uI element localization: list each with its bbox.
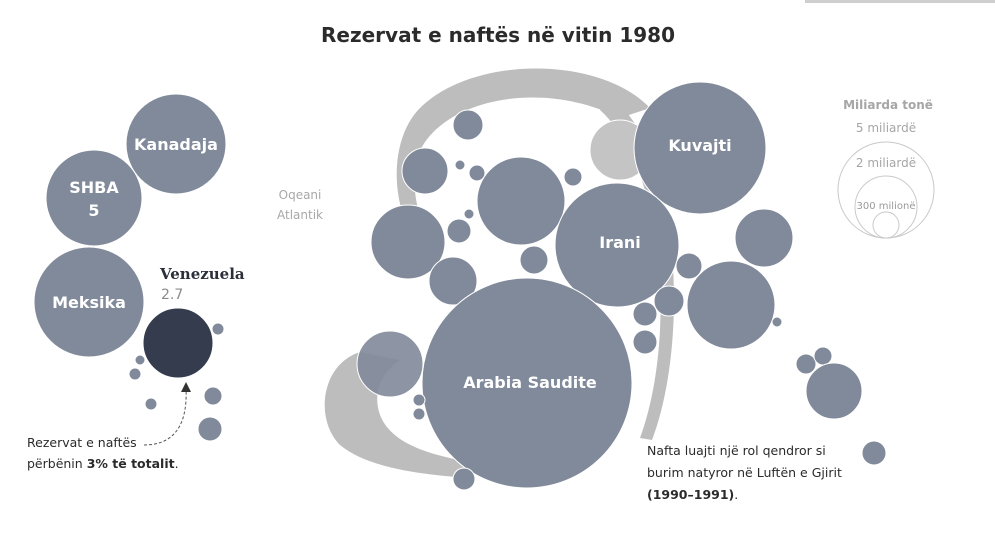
bubble-medium [476,156,566,246]
label-venezuela-value: 2.7 [161,287,183,303]
bubble-medium [370,204,446,280]
chart-title: Rezervat e naftës në vitin 1980 [321,23,675,47]
bubble-shba [45,149,143,247]
legend-label-300: 300 milionë [857,201,916,212]
bubble-small [401,147,449,195]
bubble-meksika [33,246,145,358]
label-shba: SHBA [69,178,119,197]
bubble-small [203,386,223,406]
bubble-medium [356,330,424,398]
top-bar [805,0,995,3]
bubble-kuvajti [633,81,767,215]
venezuela-note-post: . [175,456,179,471]
bubble-small [134,354,146,366]
bubbles [33,81,887,491]
bubble-small [675,252,703,280]
gulf-note-line2: burim natyror në Luftën e Gjirit [647,465,842,480]
bubble-small [454,159,466,171]
bubble-medium [805,362,863,420]
bubble-small [446,218,472,244]
map-loop [396,68,650,283]
bubble-small [452,109,484,141]
legend-label-2: 2 miliardë [856,156,916,170]
legend-circle-300 [872,211,900,239]
bubble-small [734,208,794,268]
bubble-small [428,256,478,306]
bubble-small [632,301,658,327]
bubble-small [861,440,887,466]
venezuela-note-line2: përbënin 3% të totalit. [27,456,179,471]
gulf-note-line1: Nafta luajti një rol qendror si [647,443,826,458]
bubble-small [463,208,475,220]
bubble-small [771,316,783,328]
legend-title: Miliarda tonë [843,98,933,112]
bubble-medium [686,260,776,350]
bubble-small [452,467,476,491]
bubble-small [468,164,486,182]
venezuela-note-line1: Rezervat e naftës [27,435,137,450]
bubble-small [412,407,426,421]
map-tail [324,352,470,478]
label-arabia-saudite: Arabia Saudite [463,373,597,392]
venezuela-note-pre: përbënin [27,456,87,471]
arrow-head [181,382,191,392]
bubble-small [144,397,158,411]
bubble-arabia-saudite [421,277,633,489]
bubble-small [795,353,817,375]
gulf-note-post: . [734,487,738,502]
ocean-label-line2: Atlantik [277,208,323,222]
bubble-small [519,245,549,275]
annotation-arrow [143,387,187,446]
bubble-small [632,329,658,355]
bubble-small [197,416,223,442]
gulf-note-line3: (1990–1991). [647,487,738,502]
label-kanadaja: Kanadaja [134,135,218,154]
bubble-irani [554,182,680,308]
size-legend: Miliarda tonë 5 miliardë 2 miliardë 300 … [837,98,935,239]
label-irani: Irani [599,233,641,252]
venezuela-note-bold: 3% të totalit [87,456,175,471]
bubble-small [412,393,426,407]
bubble-small [211,322,225,336]
label-shba-value: 5 [88,201,99,220]
bubble-kanadaja [125,93,227,195]
label-kuvajti: Kuvajti [668,136,731,155]
bubble-small [813,346,833,366]
bubble-small [128,367,142,381]
ocean-label-line1: Oqeani [279,188,322,202]
label-venezuela: Venezuela [159,265,245,283]
bubble-small [563,167,583,187]
gulf-note-bold: (1990–1991) [647,487,734,502]
bubble-venezuela [142,307,214,379]
legend-label-5: 5 miliardë [856,121,916,135]
label-meksika: Meksika [52,293,126,312]
bubble-small [653,285,685,317]
